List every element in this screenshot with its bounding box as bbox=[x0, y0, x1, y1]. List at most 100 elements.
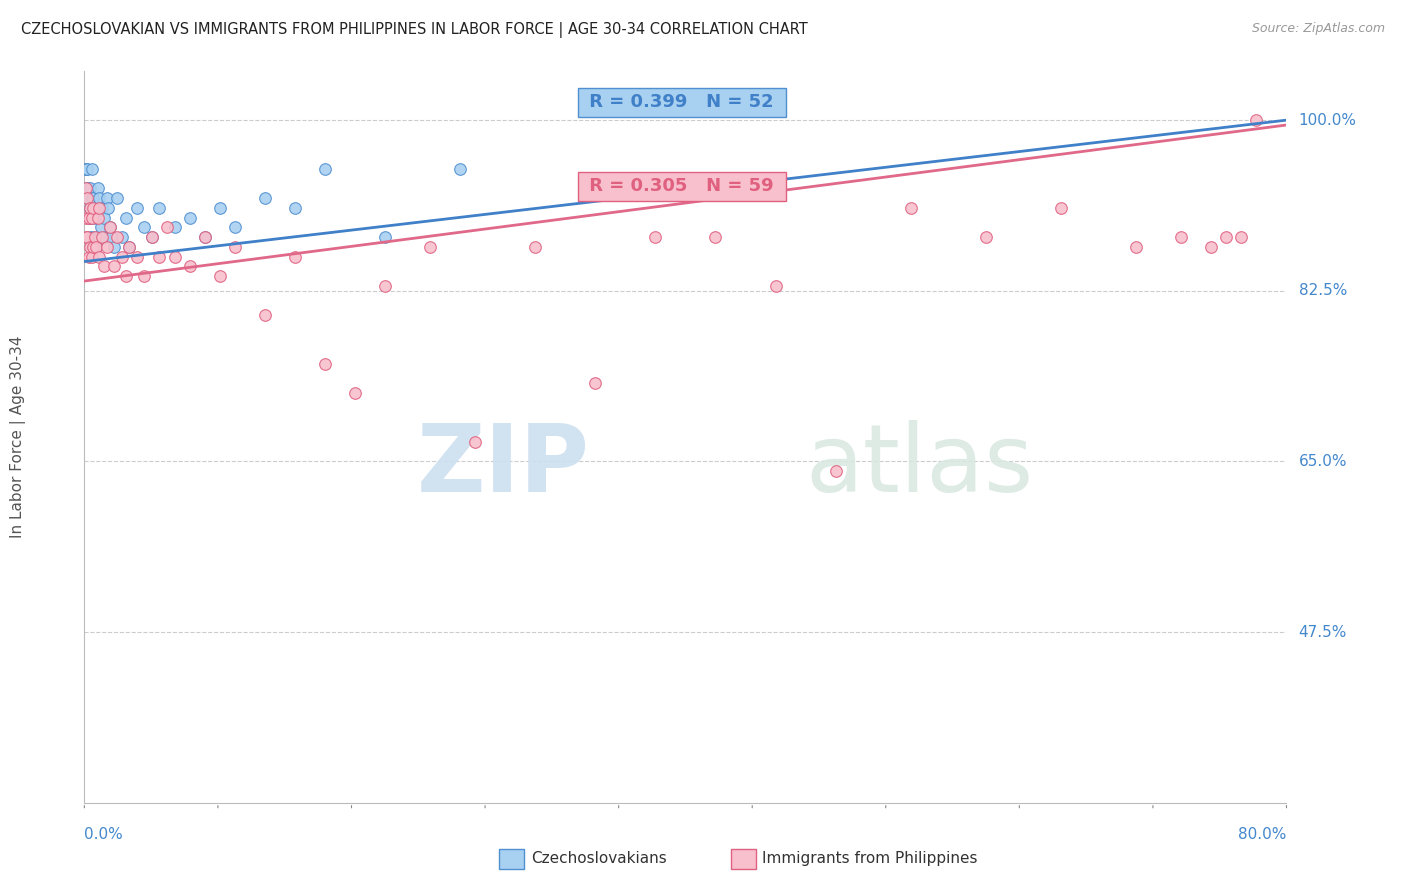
Point bbox=[163, 250, 186, 264]
Point bbox=[77, 191, 100, 205]
Point bbox=[91, 230, 114, 244]
Point bbox=[449, 161, 471, 176]
Point bbox=[80, 191, 103, 205]
Point bbox=[343, 386, 366, 401]
Point bbox=[86, 240, 108, 254]
Point bbox=[134, 269, 156, 284]
Point bbox=[76, 191, 98, 205]
Point bbox=[77, 211, 100, 225]
Text: 65.0%: 65.0% bbox=[1299, 454, 1347, 469]
Point bbox=[141, 230, 163, 244]
Point bbox=[90, 220, 112, 235]
Point bbox=[79, 201, 101, 215]
Point bbox=[314, 357, 336, 371]
Point bbox=[96, 240, 118, 254]
Point bbox=[1215, 230, 1237, 244]
Point bbox=[82, 191, 104, 205]
Point bbox=[111, 230, 134, 244]
Point bbox=[314, 161, 336, 176]
Point bbox=[1246, 113, 1268, 128]
Point bbox=[644, 230, 666, 244]
Point bbox=[79, 230, 101, 244]
Text: Czechoslovakians: Czechoslovakians bbox=[531, 852, 668, 866]
Point bbox=[224, 240, 246, 254]
Point bbox=[76, 181, 98, 195]
Point bbox=[86, 211, 108, 225]
Point bbox=[524, 240, 547, 254]
Point bbox=[156, 220, 179, 235]
Point bbox=[1201, 240, 1223, 254]
Point bbox=[194, 230, 217, 244]
Text: 0.0%: 0.0% bbox=[84, 827, 124, 842]
Text: Immigrants from Philippines: Immigrants from Philippines bbox=[762, 852, 977, 866]
Point bbox=[98, 220, 121, 235]
Point bbox=[86, 240, 108, 254]
Point bbox=[87, 230, 110, 244]
Point bbox=[75, 161, 97, 176]
Point bbox=[208, 269, 231, 284]
Point bbox=[75, 181, 97, 195]
Point bbox=[253, 308, 276, 322]
Text: Source: ZipAtlas.com: Source: ZipAtlas.com bbox=[1251, 22, 1385, 36]
Point bbox=[419, 240, 441, 254]
Point bbox=[80, 211, 103, 225]
Point bbox=[134, 220, 156, 235]
Point bbox=[79, 201, 101, 215]
Point bbox=[79, 240, 101, 254]
Point bbox=[89, 250, 111, 264]
Point bbox=[125, 201, 148, 215]
Point bbox=[80, 250, 103, 264]
Point bbox=[98, 220, 121, 235]
Point bbox=[77, 250, 100, 264]
Text: 100.0%: 100.0% bbox=[1299, 112, 1357, 128]
Point bbox=[75, 211, 97, 225]
Text: R = 0.305   N = 59: R = 0.305 N = 59 bbox=[583, 178, 780, 195]
Point bbox=[93, 260, 115, 274]
Text: CZECHOSLOVAKIAN VS IMMIGRANTS FROM PHILIPPINES IN LABOR FORCE | AGE 30-34 CORREL: CZECHOSLOVAKIAN VS IMMIGRANTS FROM PHILI… bbox=[21, 22, 808, 38]
Point bbox=[87, 211, 110, 225]
Point bbox=[89, 230, 111, 244]
Point bbox=[824, 464, 846, 478]
Point bbox=[107, 191, 129, 205]
Point bbox=[1050, 201, 1073, 215]
Point bbox=[115, 211, 138, 225]
Point bbox=[97, 201, 120, 215]
Point bbox=[148, 201, 170, 215]
Point bbox=[1230, 230, 1253, 244]
Point bbox=[82, 240, 104, 254]
Point bbox=[91, 201, 114, 215]
Point bbox=[1125, 240, 1147, 254]
Point bbox=[89, 191, 111, 205]
Point bbox=[253, 191, 276, 205]
Point bbox=[83, 240, 105, 254]
Point bbox=[100, 230, 122, 244]
Point bbox=[224, 220, 246, 235]
Point bbox=[83, 230, 105, 244]
Point bbox=[76, 230, 98, 244]
Text: atlas: atlas bbox=[806, 420, 1033, 512]
Point bbox=[179, 260, 201, 274]
Point bbox=[82, 201, 104, 215]
Point bbox=[80, 161, 103, 176]
Point bbox=[284, 250, 307, 264]
Point bbox=[208, 201, 231, 215]
Point bbox=[148, 250, 170, 264]
Point bbox=[194, 230, 217, 244]
Point bbox=[75, 230, 97, 244]
Point bbox=[284, 201, 307, 215]
Text: In Labor Force | Age 30-34: In Labor Force | Age 30-34 bbox=[10, 335, 27, 539]
Point bbox=[75, 161, 97, 176]
Point bbox=[464, 434, 486, 449]
Text: 47.5%: 47.5% bbox=[1299, 624, 1347, 640]
Point bbox=[163, 220, 186, 235]
Point bbox=[79, 181, 101, 195]
Point bbox=[118, 240, 141, 254]
Text: R = 0.399   N = 52: R = 0.399 N = 52 bbox=[583, 94, 780, 112]
Point bbox=[583, 376, 606, 391]
Point bbox=[94, 230, 117, 244]
Point bbox=[374, 279, 396, 293]
Point bbox=[82, 230, 104, 244]
Point bbox=[87, 181, 110, 195]
Point bbox=[765, 279, 787, 293]
Point bbox=[96, 191, 118, 205]
